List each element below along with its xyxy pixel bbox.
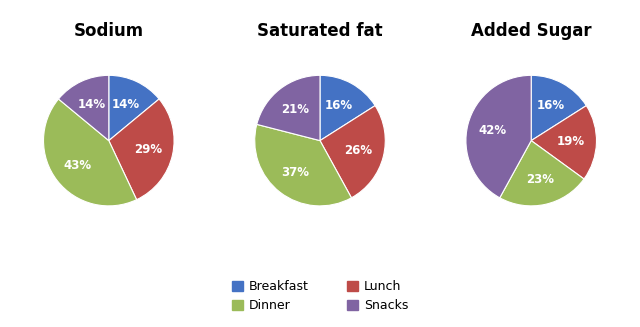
Text: 29%: 29%	[134, 143, 162, 156]
Title: Saturated fat: Saturated fat	[257, 22, 383, 40]
Title: Added Sugar: Added Sugar	[471, 22, 591, 40]
Text: 21%: 21%	[282, 103, 310, 115]
Wedge shape	[500, 141, 584, 206]
Text: 42%: 42%	[479, 124, 507, 137]
Wedge shape	[109, 75, 159, 141]
Wedge shape	[531, 75, 586, 141]
Wedge shape	[44, 99, 136, 206]
Text: 16%: 16%	[325, 99, 353, 112]
Legend: Breakfast, Dinner, Lunch, Snacks: Breakfast, Dinner, Lunch, Snacks	[227, 275, 413, 318]
Text: 37%: 37%	[282, 166, 310, 179]
Wedge shape	[257, 75, 320, 141]
Text: 16%: 16%	[536, 99, 564, 112]
Text: 14%: 14%	[112, 98, 140, 111]
Wedge shape	[255, 124, 351, 206]
Wedge shape	[58, 75, 109, 141]
Wedge shape	[320, 75, 375, 141]
Wedge shape	[466, 75, 531, 198]
Text: 26%: 26%	[344, 144, 372, 157]
Text: 19%: 19%	[557, 135, 585, 148]
Wedge shape	[109, 99, 174, 200]
Wedge shape	[320, 106, 385, 198]
Text: 23%: 23%	[526, 173, 554, 186]
Wedge shape	[531, 106, 596, 179]
Text: 14%: 14%	[77, 98, 106, 111]
Text: 43%: 43%	[63, 159, 92, 172]
Title: Sodium: Sodium	[74, 22, 144, 40]
